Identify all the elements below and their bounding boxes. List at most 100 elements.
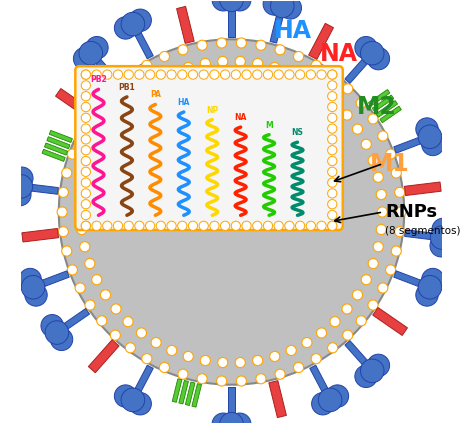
Circle shape [142,354,152,364]
Circle shape [319,388,342,412]
Circle shape [110,84,120,94]
Circle shape [100,124,110,134]
Circle shape [188,70,198,79]
Polygon shape [310,365,330,395]
Circle shape [41,315,64,337]
Circle shape [231,221,240,231]
Circle shape [110,330,120,340]
Circle shape [197,40,207,50]
Circle shape [81,92,91,101]
Circle shape [85,300,95,310]
Circle shape [188,221,198,231]
Circle shape [183,62,193,73]
Circle shape [328,71,337,81]
Circle shape [62,168,72,178]
Text: PB2: PB2 [90,75,107,84]
Circle shape [317,86,327,96]
Circle shape [328,189,337,198]
Circle shape [45,321,69,344]
Circle shape [113,70,123,79]
Polygon shape [42,149,65,162]
Circle shape [92,70,101,79]
Circle shape [86,36,108,59]
Circle shape [373,172,383,182]
Polygon shape [372,95,394,112]
Circle shape [360,42,384,65]
Circle shape [199,70,209,79]
Circle shape [9,175,33,198]
Circle shape [285,221,294,231]
Circle shape [10,167,33,190]
Circle shape [100,290,110,300]
Text: M1: M1 [370,151,410,176]
Circle shape [432,218,455,240]
Circle shape [81,70,91,79]
Circle shape [57,207,67,217]
Circle shape [137,86,146,96]
Circle shape [220,70,230,79]
Circle shape [353,124,363,134]
Polygon shape [368,89,390,106]
Circle shape [293,51,304,61]
Circle shape [328,145,337,155]
Polygon shape [93,56,118,84]
Circle shape [235,56,246,67]
Polygon shape [345,56,370,84]
Circle shape [368,300,378,310]
Circle shape [395,226,405,237]
Polygon shape [22,229,58,242]
Polygon shape [376,100,398,117]
Polygon shape [405,230,436,240]
Text: M2: M2 [357,95,397,119]
Circle shape [242,221,251,231]
Circle shape [418,125,442,148]
Circle shape [396,207,406,217]
Circle shape [295,221,305,231]
Circle shape [328,221,337,231]
Circle shape [353,290,363,300]
Polygon shape [133,365,153,395]
Circle shape [80,172,90,182]
Circle shape [58,226,68,237]
Circle shape [253,70,262,79]
Circle shape [361,139,371,149]
Circle shape [343,84,353,94]
Circle shape [113,221,123,231]
Circle shape [91,139,102,149]
Circle shape [124,221,133,231]
Circle shape [81,210,91,220]
Circle shape [279,0,301,19]
Circle shape [76,207,86,217]
Circle shape [342,110,352,120]
Circle shape [311,60,321,70]
Circle shape [178,45,188,55]
Circle shape [342,304,352,314]
Circle shape [430,226,454,249]
Circle shape [235,357,246,368]
Text: PB1: PB1 [118,83,135,92]
Circle shape [167,221,176,231]
Circle shape [9,184,31,206]
Circle shape [156,221,165,231]
Polygon shape [192,384,201,407]
Polygon shape [172,379,182,402]
Polygon shape [380,106,401,123]
Circle shape [256,374,266,384]
Circle shape [151,338,161,348]
Polygon shape [394,136,425,153]
Circle shape [422,268,444,291]
Circle shape [81,102,91,112]
Polygon shape [179,380,189,404]
Circle shape [220,221,230,231]
Circle shape [142,60,152,70]
Text: NA: NA [320,42,358,66]
Circle shape [79,42,102,65]
Circle shape [146,70,155,79]
Circle shape [67,149,77,159]
Circle shape [270,62,280,73]
Circle shape [81,156,91,166]
Polygon shape [185,382,195,405]
Circle shape [306,70,316,79]
Circle shape [264,221,273,231]
Circle shape [151,76,161,86]
